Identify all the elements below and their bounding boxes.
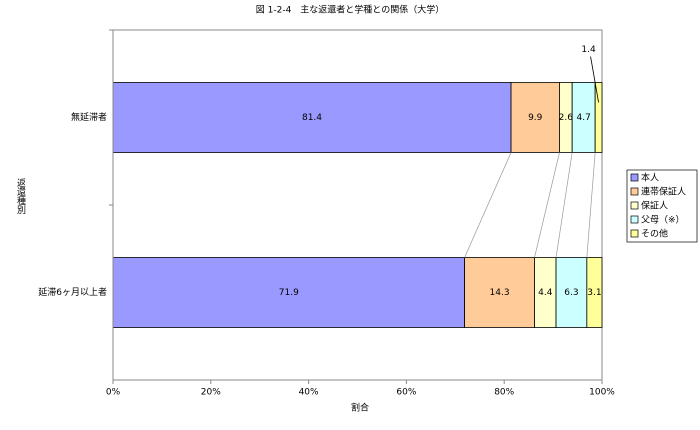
y-tick-label: 無延滞者 — [71, 111, 107, 123]
bar-segment — [594, 82, 603, 153]
y-axis-label: 返還種別 — [15, 177, 26, 215]
series-line — [586, 152, 596, 258]
legend-label: 連帯保証人 — [641, 186, 686, 198]
x-tick-label: 80% — [494, 388, 514, 398]
x-tick-label: 60% — [396, 388, 416, 398]
bar-segment — [555, 257, 588, 328]
data-label: 3.1 — [587, 288, 601, 298]
legend-swatch — [630, 215, 639, 224]
series-line — [555, 152, 573, 258]
x-tick-label: 0% — [106, 388, 121, 398]
data-label: 71.9 — [279, 288, 299, 298]
data-label: 81.4 — [302, 113, 322, 123]
data-label: 14.3 — [490, 288, 510, 298]
bar-segment — [112, 82, 512, 153]
label-leader — [590, 56, 599, 103]
data-label: 2.6 — [559, 113, 574, 123]
legend — [626, 169, 698, 243]
data-label: 4.4 — [538, 288, 553, 298]
bar-segment — [112, 257, 465, 328]
x-axis-label: 割合 — [351, 402, 369, 414]
data-label: 6.3 — [564, 288, 578, 298]
legend-label: 保証人 — [641, 200, 668, 212]
x-tick-label: 40% — [299, 388, 319, 398]
y-tick-label: 延滞6ヶ月以上者 — [38, 286, 107, 298]
x-tick-label: 20% — [201, 388, 221, 398]
legend-swatch — [630, 229, 639, 238]
legend-label: 父母（※） — [641, 215, 685, 226]
bar-segment — [586, 257, 603, 328]
x-tick-label: 100% — [589, 388, 615, 398]
bar-segment — [464, 257, 535, 328]
legend-label: その他 — [641, 228, 668, 240]
legend-swatch — [630, 201, 639, 210]
data-label: 4.7 — [576, 113, 590, 123]
series-line — [534, 152, 560, 258]
data-label: 1.4 — [581, 45, 596, 55]
data-label: 9.9 — [528, 113, 543, 123]
bar-segment — [510, 82, 560, 153]
legend-label: 本人 — [641, 172, 659, 184]
legend-swatch — [630, 173, 639, 182]
legend-swatch — [630, 187, 639, 196]
chart-title: 図 1-2-4 主な返還者と学種との関係（大学） — [256, 4, 444, 16]
series-line — [464, 152, 512, 258]
